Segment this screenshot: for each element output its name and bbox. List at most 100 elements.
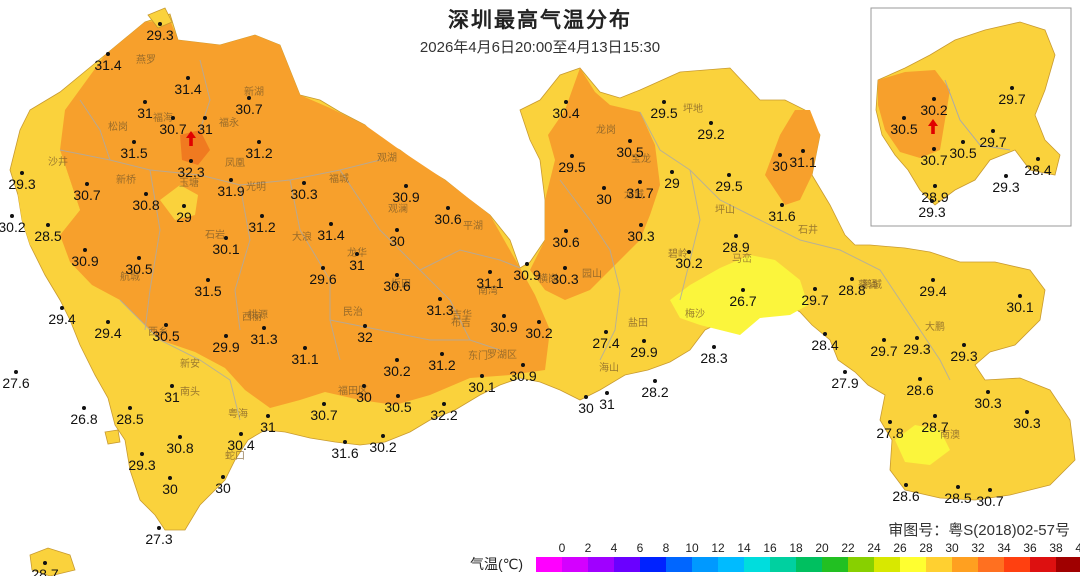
station-temperature-value: 30.6 (434, 211, 461, 227)
station-temperature-value: 28.9 (921, 189, 948, 205)
station-dot (262, 326, 266, 330)
inset-station: 29.7 (979, 129, 1007, 150)
legend-tick-label: 20 (815, 541, 829, 555)
station-dot (638, 180, 642, 184)
station-temperature-value: 28.5 (944, 490, 971, 506)
station-temperature-value: 29.3 (918, 204, 945, 220)
station-dot (395, 273, 399, 277)
station-dot (670, 170, 674, 174)
station-temperature-value: 28.2 (641, 384, 668, 400)
main-station: 30.5 (384, 394, 412, 415)
station-temperature-value: 31.6 (331, 445, 358, 461)
legend-tick-label: 26 (893, 541, 907, 555)
station-temperature-value: 30.5 (890, 121, 917, 137)
district-label: 观湖 (377, 152, 397, 164)
main-station: 30.6 (552, 229, 580, 250)
station-temperature-value: 31.4 (317, 227, 344, 243)
district-label: 大鹏 (925, 320, 945, 333)
main-station: 31.7 (626, 180, 654, 201)
station-dot (823, 332, 827, 336)
station-dot (502, 314, 506, 318)
station-temperature-value: 30.2 (525, 325, 552, 341)
station-temperature-value: 30.2 (675, 255, 702, 271)
main-station: 29.3 (903, 336, 931, 357)
legend-color-segment (978, 557, 1004, 572)
district-label: 福海 (153, 111, 173, 124)
main-station: 26.8 (70, 406, 98, 427)
station-temperature-value: 30.4 (552, 105, 579, 121)
station-dot (584, 395, 588, 399)
station-dot (741, 288, 745, 292)
station-dot (85, 182, 89, 186)
station-dot (962, 343, 966, 347)
station-dot (882, 338, 886, 342)
station-temperature-value: 30.5 (616, 144, 643, 160)
district-label: 燕罗 (136, 54, 156, 66)
main-station: 30.5 (152, 323, 180, 344)
red-up-arrow-icon (928, 119, 938, 134)
station-temperature-value: 30 (215, 480, 231, 496)
main-station: 29.5 (715, 173, 743, 194)
station-temperature-value: 29.7 (801, 292, 828, 308)
main-station: 29.6 (309, 266, 337, 287)
district-label: 西丽 (242, 312, 262, 323)
main-station: 30.1 (212, 236, 240, 257)
zone-26-28-meisha (670, 255, 808, 335)
station-temperature-value: 31.2 (245, 145, 272, 161)
station-dot (438, 297, 442, 301)
zone-32-plus-spot (180, 130, 210, 165)
station-dot (203, 116, 207, 120)
zone-30-32-northeast (765, 110, 820, 205)
station-temperature-value: 30.7 (920, 152, 947, 168)
district-label: 松岗 (108, 120, 128, 133)
station-temperature-value: 30.2 (0, 219, 26, 235)
district-label: 观澜 (388, 203, 408, 215)
main-station: 30.3 (290, 181, 318, 202)
station-dot (1018, 294, 1022, 298)
station-dot (642, 339, 646, 343)
station-temperature-value: 31.3 (426, 302, 453, 318)
legend-color-segment (744, 557, 770, 572)
station-dot (605, 391, 609, 395)
legend-color-segment (588, 557, 614, 572)
main-station: 28.7 (31, 561, 59, 576)
zone-30-32-west (60, 20, 550, 408)
station-temperature-value: 30.8 (132, 197, 159, 213)
station-temperature-value: 29.7 (870, 343, 897, 359)
station-dot (932, 147, 936, 151)
station-dot (709, 121, 713, 125)
legend-tick-label: 2 (584, 541, 592, 555)
main-station: 28.9 (722, 234, 750, 255)
station-dot (178, 435, 182, 439)
district-label: 凤凰 (225, 157, 245, 169)
station-dot (158, 22, 162, 26)
island-small (104, 429, 121, 445)
main-station: 31.4 (317, 222, 345, 243)
legend-tick-label: 8 (662, 541, 670, 555)
station-dot (1010, 86, 1014, 90)
legend-tick-label: 10 (685, 541, 699, 555)
station-dot (525, 262, 529, 266)
main-station: 28.6 (906, 377, 934, 398)
district-label: 布吉 (451, 317, 471, 329)
station-temperature-value: 30.6 (383, 278, 410, 294)
station-temperature-value: 30.5 (152, 328, 179, 344)
station-dot (931, 278, 935, 282)
station-dot (1036, 157, 1040, 161)
legend-color-segment (848, 557, 874, 572)
station-dot (986, 390, 990, 394)
district-label: 石井 (798, 223, 818, 236)
district-label: 坂田 (391, 278, 411, 290)
legend-tick-label: 38 (1049, 541, 1063, 555)
main-station: 30.8 (132, 192, 160, 213)
main-station: 28.2 (641, 379, 669, 400)
station-dot (780, 203, 784, 207)
station-dot (628, 139, 632, 143)
legend-color-segment (926, 557, 952, 572)
station-temperature-value: 28.5 (116, 411, 143, 427)
station-dot (168, 476, 172, 480)
station-temperature-value: 30.1 (468, 379, 495, 395)
legend-tick-label: 34 (997, 541, 1011, 555)
station-dot (442, 402, 446, 406)
